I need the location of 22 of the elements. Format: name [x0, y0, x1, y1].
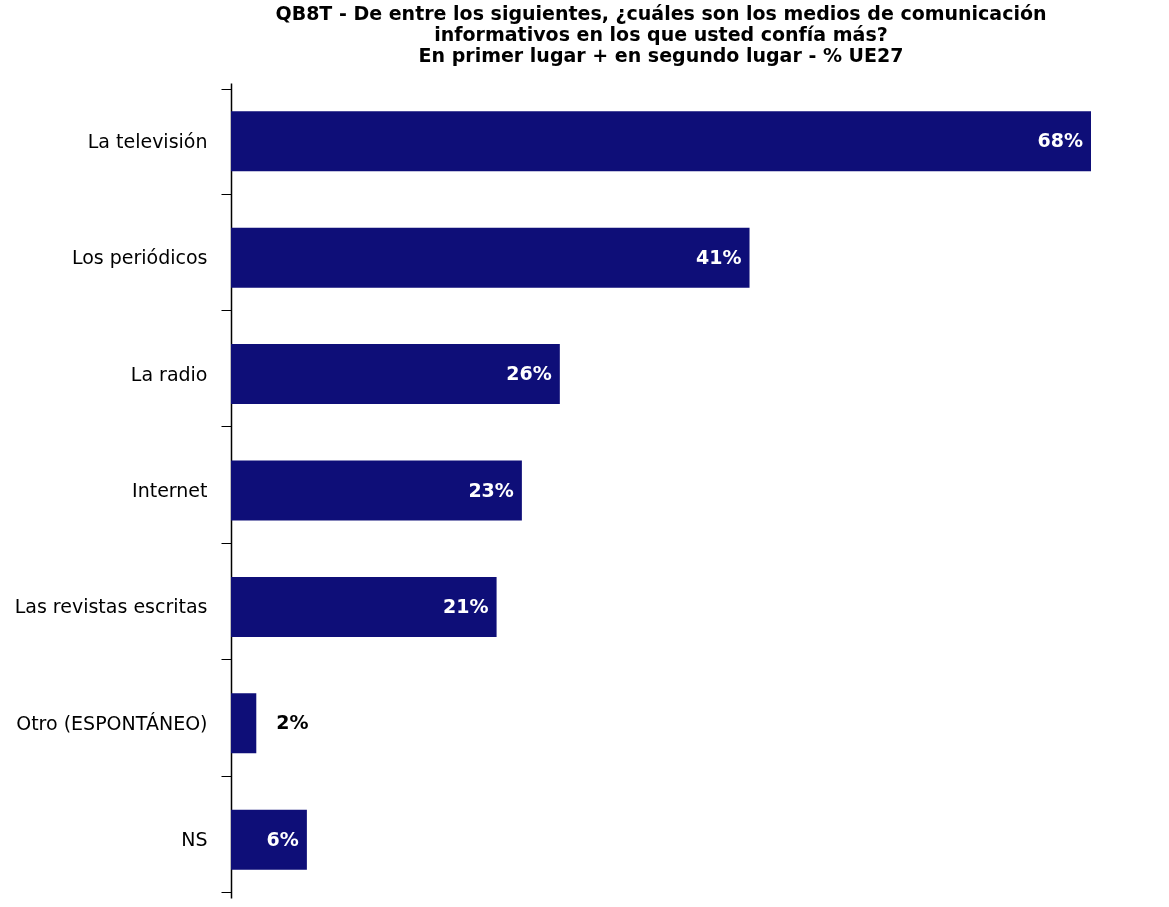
data-label: 21% [443, 594, 489, 617]
y-tick-label: Otro (ESPONTÁNEO) [16, 711, 208, 734]
bar [231, 344, 560, 405]
y-tick-label: Internet [132, 479, 208, 501]
bar [231, 111, 1091, 172]
data-label: 41% [696, 245, 742, 268]
chart-title: QB8T - De entre los siguientes, ¿cuáles son los medios de comunicación informativos en los que usted confía más? En primer lugar + en segundo lugar - % UE27 [275, 2, 1047, 66]
y-tick-label: La televisión [87, 129, 208, 152]
bar [231, 227, 750, 288]
y-tick-label: Las revistas escritas [14, 595, 208, 618]
data-label: 68% [1037, 129, 1083, 152]
data-label: 26% [506, 362, 552, 385]
bar [231, 576, 497, 637]
data-label: 6% [266, 827, 299, 850]
data-label: 23% [468, 478, 514, 501]
bar [231, 693, 257, 754]
y-tick-label: La radio [130, 362, 208, 385]
bar [231, 809, 307, 870]
bar [231, 460, 522, 521]
data-label: 2% [276, 711, 309, 734]
y-tick-label: NS [181, 828, 208, 851]
y-tick-label: Los periódicos [71, 246, 208, 269]
